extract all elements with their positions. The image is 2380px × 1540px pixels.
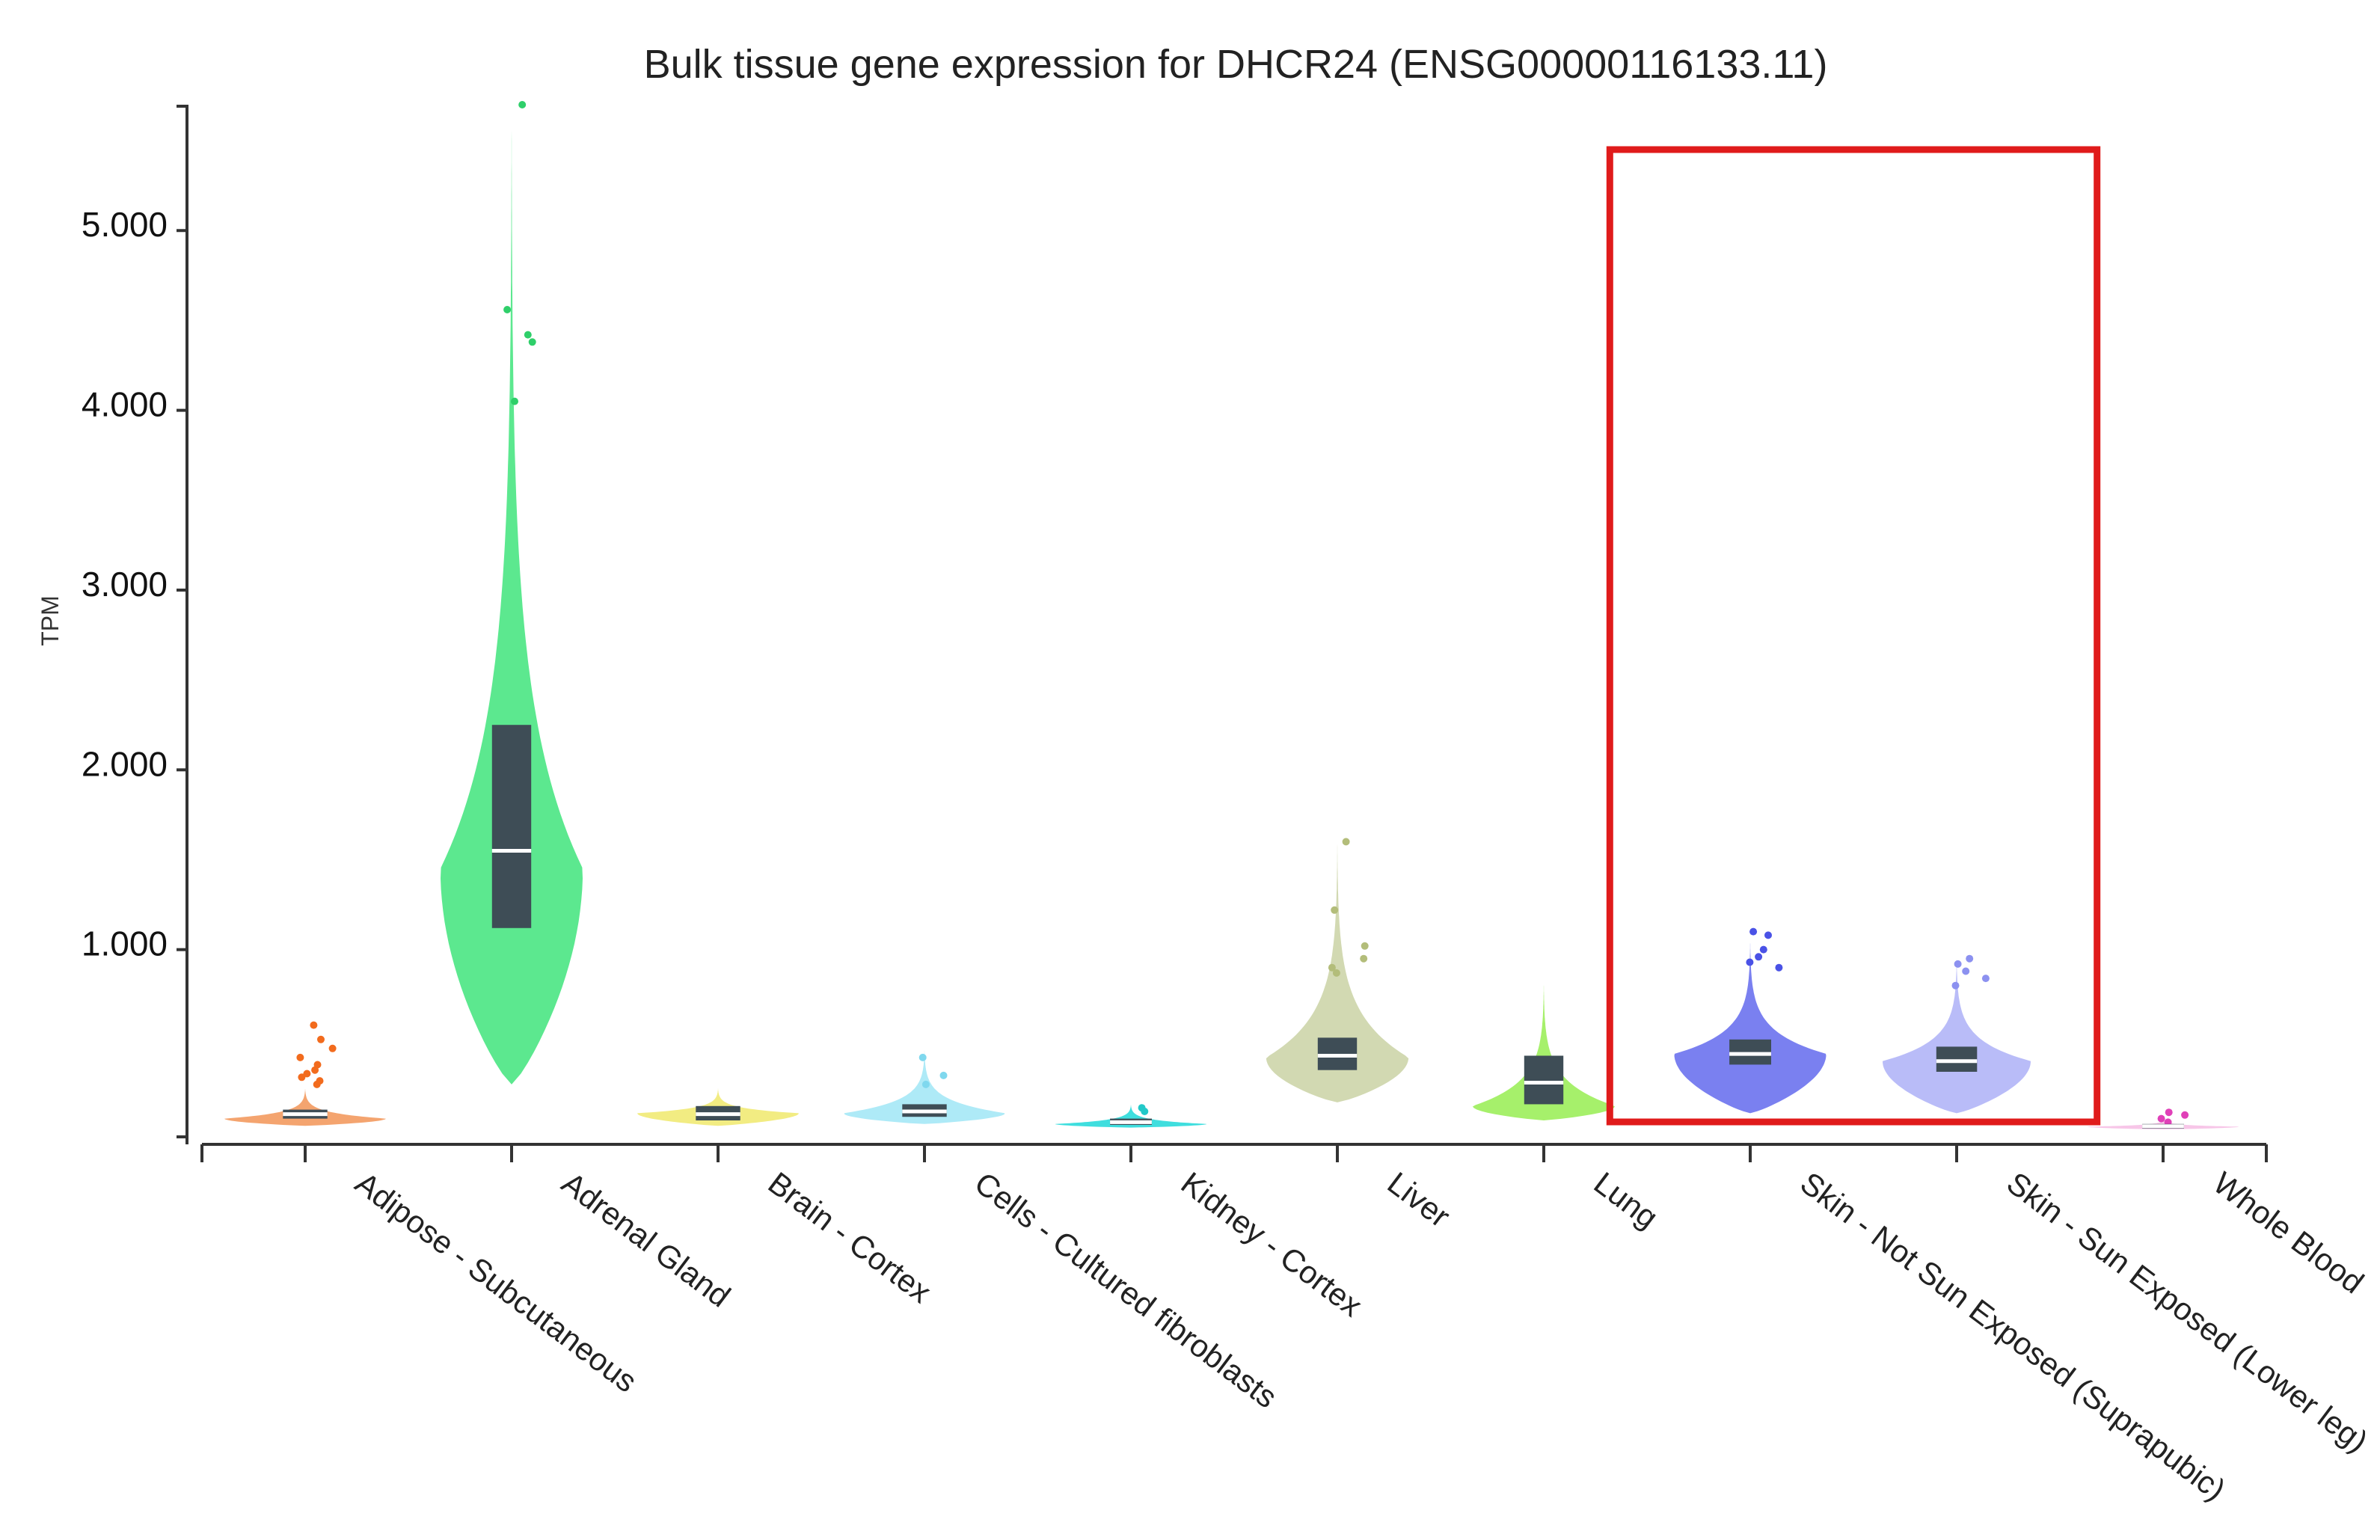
violin-liver bbox=[1266, 838, 1409, 1102]
iqr-box bbox=[1524, 1055, 1564, 1105]
y-tick-label: 4.000 bbox=[82, 385, 168, 424]
outlier-point bbox=[1775, 963, 1783, 972]
outlier-point bbox=[303, 1070, 311, 1078]
y-axis-title: TPM bbox=[37, 595, 64, 646]
outlier-point bbox=[1981, 975, 1990, 983]
outlier-point bbox=[1746, 958, 1754, 966]
outlier-point bbox=[1755, 953, 1763, 961]
outlier-point bbox=[317, 1035, 325, 1043]
chart-title: Bulk tissue gene expression for DHCR24 (… bbox=[644, 42, 1828, 87]
violin-skin-not-sun-exposed-suprapubic bbox=[1674, 927, 1827, 1114]
outlier-point bbox=[1954, 960, 1962, 968]
highlight-box bbox=[1606, 146, 2101, 1126]
outlier-point bbox=[921, 1080, 930, 1088]
violin-shape bbox=[1055, 1104, 1207, 1128]
violin-shape bbox=[441, 108, 583, 1085]
violin-adipose-subcutaneous bbox=[224, 1021, 386, 1126]
outlier-point bbox=[524, 331, 532, 339]
y-tick-label: 3.000 bbox=[82, 565, 168, 604]
outlier-point bbox=[1764, 931, 1772, 939]
violin-cells-cultured-fibroblasts bbox=[844, 1048, 1005, 1124]
outlier-point bbox=[1759, 945, 1767, 954]
violin-whole-blood bbox=[2087, 1108, 2239, 1129]
violin-shape bbox=[1472, 981, 1616, 1120]
x-tick-label: Adrenal Gland bbox=[556, 1165, 737, 1314]
outlier-point bbox=[1331, 906, 1339, 914]
outlier-point bbox=[2181, 1111, 2189, 1119]
outlier-point bbox=[2165, 1108, 2173, 1117]
outlier-point bbox=[296, 1053, 304, 1061]
outlier-point bbox=[918, 1053, 927, 1061]
outlier-point bbox=[503, 306, 512, 313]
x-tick-label: Brain - Cortex bbox=[762, 1165, 938, 1310]
x-tick-label: Skin - Sun Exposed (Lower leg) bbox=[2001, 1165, 2375, 1459]
x-tick-label: Kidney - Cortex bbox=[1175, 1165, 1369, 1324]
outlier-point bbox=[1951, 981, 1960, 990]
iqr-box bbox=[491, 725, 532, 928]
outlier-point bbox=[316, 1077, 324, 1085]
outlier-point bbox=[1360, 954, 1368, 963]
y-tick-label: 5.000 bbox=[82, 205, 168, 244]
x-tick-label: Whole Blood bbox=[2207, 1165, 2370, 1301]
violin-brain-cortex bbox=[637, 1087, 799, 1126]
outlier-point bbox=[511, 397, 518, 405]
outlier-point bbox=[1749, 927, 1758, 936]
y-tick-label: 1.000 bbox=[82, 924, 168, 963]
outlier-point bbox=[310, 1021, 318, 1029]
outlier-point bbox=[518, 101, 527, 108]
outlier-point bbox=[1962, 967, 1970, 975]
violin-skin-sun-exposed-lower-leg bbox=[1883, 954, 2031, 1114]
x-tick-label: Liver bbox=[1381, 1165, 1457, 1234]
violin-shape bbox=[224, 1087, 386, 1126]
outlier-point bbox=[298, 1073, 306, 1082]
violin-lung bbox=[1472, 981, 1616, 1120]
outlier-point bbox=[1138, 1104, 1146, 1112]
violin-kidney-cortex bbox=[1055, 1104, 1207, 1128]
x-tick-label: Lung bbox=[1588, 1165, 1665, 1236]
outlier-point bbox=[313, 1061, 322, 1069]
x-tick-label: Skin - Not Sun Exposed (Suprapubic) bbox=[1794, 1165, 2233, 1508]
violin-shape bbox=[1674, 940, 1827, 1114]
outlier-point bbox=[1342, 838, 1350, 846]
y-tick-label: 2.000 bbox=[82, 744, 168, 783]
outlier-point bbox=[2157, 1114, 2165, 1123]
outlier-point bbox=[939, 1071, 948, 1079]
outlier-point bbox=[1332, 969, 1340, 977]
outlier-point bbox=[1328, 963, 1336, 972]
outlier-point bbox=[328, 1044, 337, 1052]
violin-adrenal-gland bbox=[441, 101, 583, 1085]
violin-shape bbox=[1883, 957, 2031, 1114]
outlier-point bbox=[1966, 954, 1974, 963]
outlier-point bbox=[528, 338, 536, 346]
outlier-point bbox=[1361, 942, 1369, 950]
